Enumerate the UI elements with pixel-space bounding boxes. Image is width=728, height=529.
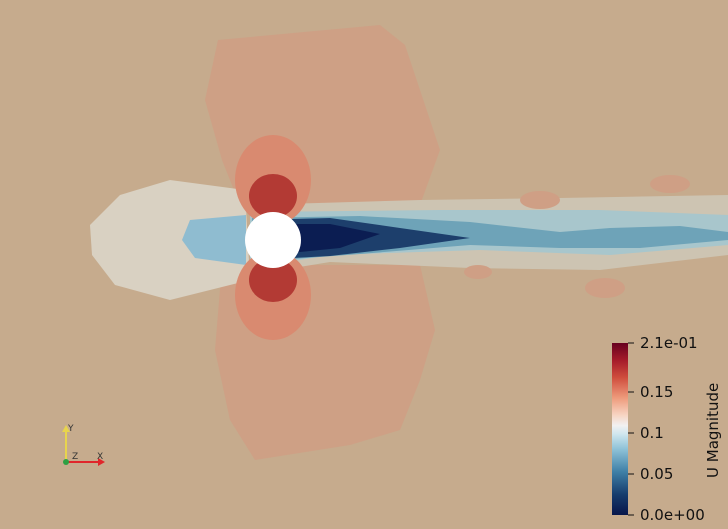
axis-z-dot	[63, 459, 69, 465]
colorbar-tick-label: 0.15	[640, 383, 674, 401]
upstream-pale-region	[90, 180, 250, 300]
vortex-blob	[650, 175, 690, 193]
vortex-blob	[585, 278, 625, 298]
upper-red-core	[249, 174, 297, 218]
axis-y-label: Y	[68, 424, 74, 434]
axis-z-label: Z	[72, 452, 79, 462]
axis-y-arrow	[62, 425, 70, 432]
cylinder	[245, 212, 301, 268]
upstream-blue	[182, 215, 246, 265]
colorbar-tick-label: 0.05	[640, 465, 674, 483]
axis-x-arrow	[98, 458, 105, 466]
lower-red-core	[249, 258, 297, 302]
colorbar	[612, 343, 628, 515]
axis-x-label: X	[97, 452, 104, 462]
colorbar-title: U Magnitude	[704, 382, 722, 478]
colorbar-tick-label: 2.1e-01	[640, 334, 698, 352]
colorbar-tick-label: 0.0e+00	[640, 506, 705, 524]
colorbar-tick-label: 0.1	[640, 424, 664, 442]
vortex-blob	[520, 191, 560, 209]
vortex-blob	[464, 265, 492, 279]
